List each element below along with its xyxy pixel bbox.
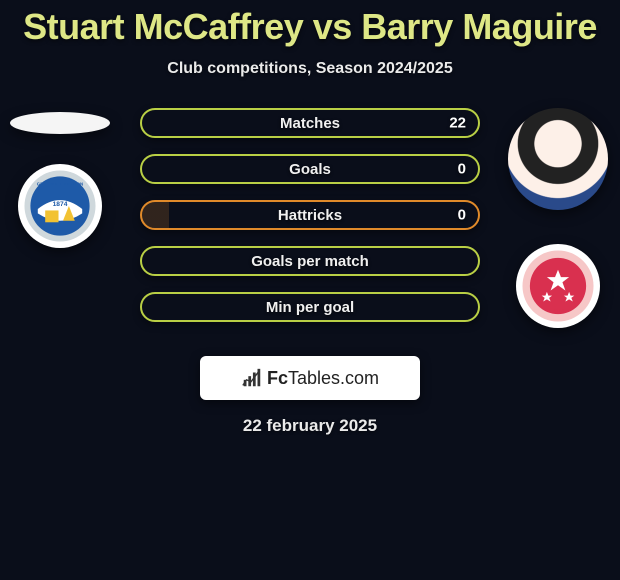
player-left-avatar — [10, 112, 110, 134]
stat-bar-goals: Goals 0 — [140, 154, 480, 184]
hamilton-crest-icon: 1874 — [521, 249, 595, 323]
brand-text: FcTables.com — [267, 368, 379, 389]
player-right-avatar — [508, 108, 608, 210]
svg-text:GREENOCK MORTON: GREENOCK MORTON — [37, 181, 84, 186]
stat-val-right: 0 — [458, 161, 466, 178]
morton-crest-icon: 1874 GREENOCK MORTON — [23, 169, 97, 243]
date: 22 february 2025 — [0, 416, 620, 436]
subtitle: Club competitions, Season 2024/2025 — [0, 60, 620, 78]
page-title: Stuart McCaffrey vs Barry Maguire — [0, 0, 620, 48]
stat-label: Matches — [280, 115, 340, 132]
club-right-crest: 1874 — [516, 244, 600, 328]
brand-banner: FcTables.com — [200, 356, 420, 400]
stat-bar-matches: Matches 22 — [140, 108, 480, 138]
stat-label: Min per goal — [266, 299, 354, 316]
svg-text:1874: 1874 — [53, 201, 68, 208]
svg-text:1874: 1874 — [552, 309, 564, 315]
stat-bar-hattricks: Hattricks 0 — [140, 200, 480, 230]
stats-zone: 1874 GREENOCK MORTON 1874 Matches 22 Goals… — [0, 108, 620, 338]
stat-val-right: 22 — [449, 115, 466, 132]
club-left-crest: 1874 GREENOCK MORTON — [18, 164, 102, 248]
stat-bar-goals-per-match: Goals per match — [140, 246, 480, 276]
stat-label: Goals per match — [251, 253, 369, 270]
stat-val-right: 0 — [458, 207, 466, 224]
stat-label: Goals — [289, 161, 331, 178]
stat-bar-min-per-goal: Min per goal — [140, 292, 480, 322]
stat-bars: Matches 22 Goals 0 Hattricks 0 Goals per match… — [140, 108, 480, 338]
chart-icon — [241, 367, 263, 389]
stat-label: Hattricks — [278, 207, 342, 224]
